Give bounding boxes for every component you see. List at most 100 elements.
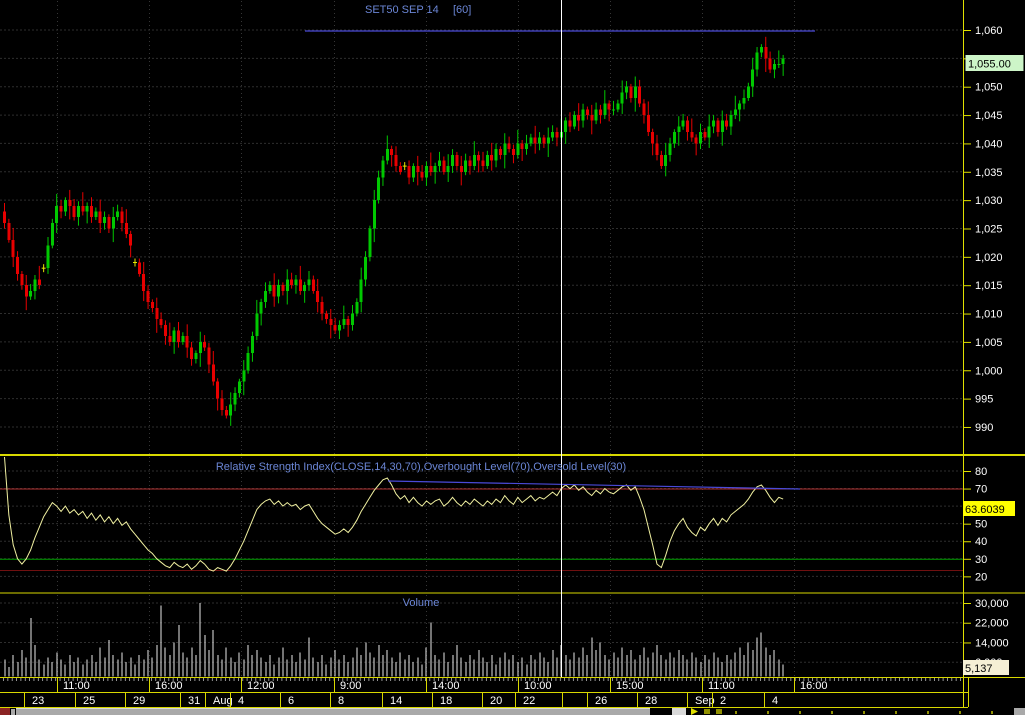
volume-bar [34,644,36,677]
candle-body [207,347,211,365]
candle-body [242,370,246,382]
rsi-trendline[interactable] [387,480,801,490]
candle-body [298,279,302,291]
candle-body [581,109,585,121]
volume-bar [425,647,427,677]
rsi-axis-label: 40 [975,536,987,548]
price-axis-label: 1,015 [975,280,1003,292]
candle-body [742,98,746,104]
scrollbar-thumb[interactable] [16,708,650,715]
volume-bar [521,657,523,677]
candle-body [59,205,63,212]
scrollbar-minor-tick [735,711,737,714]
candle-body [564,120,568,133]
scrollbar-corner[interactable] [1014,708,1025,715]
volume-bar [412,662,414,677]
candle-body [11,239,15,257]
date-cell-label: 23 [32,695,44,707]
volume-bar [495,664,497,677]
date-cell-label: 14 [390,695,402,707]
candle-body [694,137,698,144]
volume-bar [60,659,62,677]
volume-bar [539,652,541,677]
volume-bar [726,654,728,677]
candle-body [68,200,72,206]
volume-bar [125,662,127,677]
volume-bar [169,654,171,677]
candle-body [337,324,341,331]
candle-body [651,132,655,144]
volume-bar [634,659,636,677]
candle-body [272,285,276,297]
candle-body [777,64,781,66]
candle-body [607,103,611,110]
candle-body [781,58,785,65]
candle-body [237,381,241,393]
candle-body [303,285,307,291]
volume-bar [656,644,658,677]
candle-body [307,279,311,286]
candle-body [490,154,494,161]
time-cell-label: 16:00 [155,680,183,692]
volume-bar [208,649,210,677]
candle-body [103,217,107,223]
candle-body [246,353,250,371]
date-cell-label: 20 [490,695,502,707]
volume-bar [273,664,275,677]
price-axis-label: 1,050 [975,82,1003,94]
volume-bar [382,654,384,677]
candle-body [411,166,415,178]
volume-bar [308,637,310,677]
date-cell-label: 29 [133,695,145,707]
candle-body [285,279,289,291]
candle-body [85,205,89,212]
price-axis-label: 1,020 [975,252,1003,264]
candle-body [342,319,346,325]
volume-bar [752,649,754,677]
volume-bar [278,657,280,677]
candle-body [203,341,207,348]
candle-body [90,205,93,218]
scrollbar-left-cap[interactable] [11,709,15,715]
candle-body [520,143,524,150]
candle-body [498,149,502,155]
candle-body [46,245,50,269]
volume-bar [613,652,615,677]
candle-body [433,166,437,172]
scroll-marker-icon[interactable] [716,709,722,714]
volume-bar [782,664,784,677]
volume-bar [204,635,206,677]
rsi-title: Relative Strength Index(CLOSE,14,30,70),… [216,461,626,473]
rsi-axis-label: 70 [975,484,987,496]
candle-body [703,132,707,138]
scrollbar-left-block[interactable] [0,708,10,715]
rsi-value-badge-value: 63.6039 [965,504,1005,516]
candle-body [472,154,476,167]
candle-body [542,137,546,144]
candle-body [464,160,468,172]
scrollbar-box[interactable] [672,708,686,715]
candle-body [525,143,528,150]
volume-bar [552,649,554,677]
scroll-arrow-icon[interactable] [691,708,698,715]
volume-bar [713,652,715,677]
volume-bar [682,654,684,677]
candle-body [129,234,133,246]
volume-bar [743,654,745,677]
volume-bar [465,662,467,677]
volume-bar [56,652,58,677]
volume-bar [630,649,632,677]
scroll-marker-icon[interactable] [704,709,710,714]
candle-body [172,330,176,342]
date-cell-label: Sep [695,695,715,707]
time-cell-label: 11:00 [63,680,90,692]
volume-bar [534,659,536,677]
scrollbar-minor-tick [863,711,865,714]
candle-body [81,205,85,212]
candle-body [633,86,637,99]
candle-body [533,137,537,144]
volume-bar [617,657,619,677]
